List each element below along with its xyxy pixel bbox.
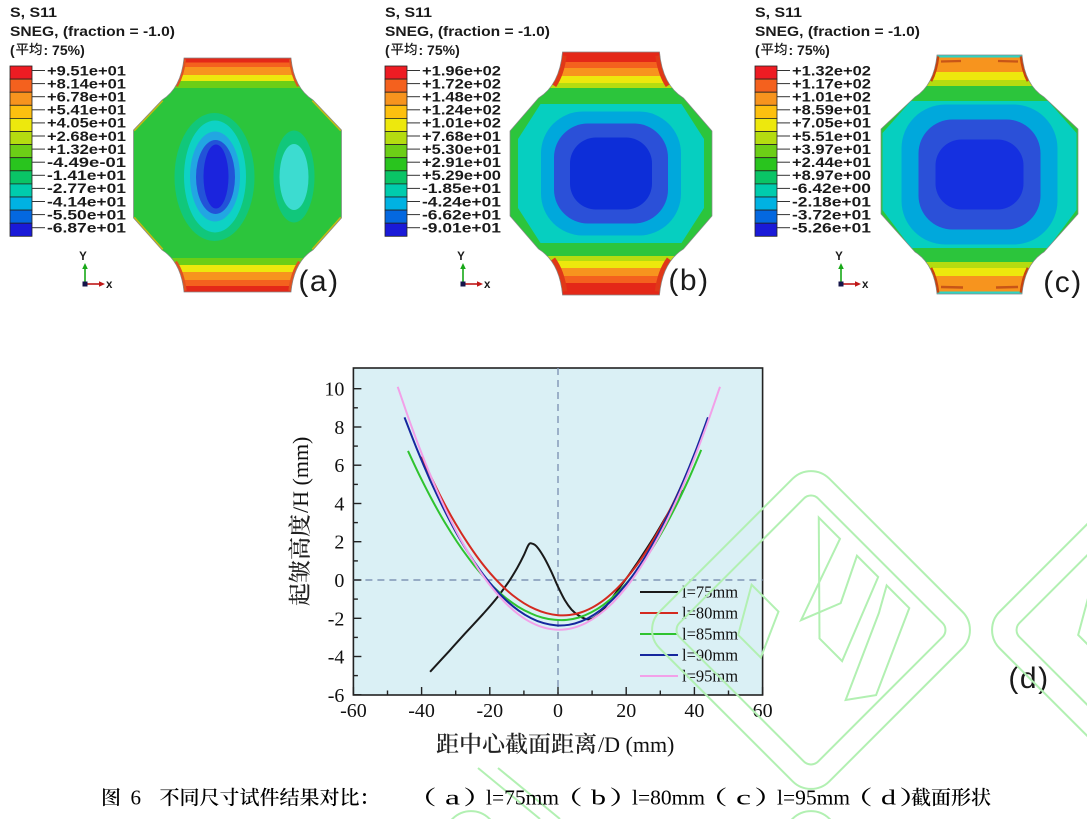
svg-text:-6.42e+00: -6.42e+00 bbox=[792, 181, 871, 196]
svg-text:+1.72e+02: +1.72e+02 bbox=[422, 76, 501, 91]
svg-text:SNEG, (fraction = -1.0): SNEG, (fraction = -1.0) bbox=[385, 23, 550, 39]
svg-text:+8.14e+01: +8.14e+01 bbox=[47, 76, 127, 91]
svg-text:20: 20 bbox=[616, 700, 636, 722]
svg-text:-9.01e+01: -9.01e+01 bbox=[422, 221, 502, 236]
svg-text:l=75mm: l=75mm bbox=[486, 786, 559, 810]
svg-text:l=95mm: l=95mm bbox=[682, 667, 738, 686]
svg-text:x: x bbox=[106, 279, 113, 291]
svg-text:0: 0 bbox=[553, 700, 563, 722]
svg-text:+4.05e+01: +4.05e+01 bbox=[47, 116, 127, 131]
svg-text:8: 8 bbox=[334, 417, 344, 439]
svg-text:+1.32e+02: +1.32e+02 bbox=[792, 63, 871, 78]
svg-text:l=80mm: l=80mm bbox=[682, 604, 738, 623]
svg-text:S, S11: S, S11 bbox=[10, 4, 57, 20]
svg-text:(c): (c) bbox=[1043, 266, 1082, 299]
svg-text:4: 4 bbox=[334, 493, 344, 515]
svg-text:+5.30e+01: +5.30e+01 bbox=[422, 142, 502, 157]
svg-text:-2.18e+01: -2.18e+01 bbox=[792, 194, 872, 209]
svg-text:-6: -6 bbox=[328, 685, 345, 707]
svg-text:+6.78e+01: +6.78e+01 bbox=[47, 90, 127, 105]
svg-text:/H (mm): /H (mm) bbox=[288, 437, 313, 513]
svg-text:+9.51e+01: +9.51e+01 bbox=[47, 63, 127, 78]
svg-text:: 75%): : 75%) bbox=[44, 42, 85, 58]
svg-text:-1.85e+01: -1.85e+01 bbox=[422, 181, 502, 196]
svg-text:(: ( bbox=[10, 42, 15, 58]
svg-text:+5.29e+00: +5.29e+00 bbox=[422, 168, 501, 183]
svg-text:S, S11: S, S11 bbox=[755, 4, 802, 20]
svg-text:SNEG, (fraction = -1.0): SNEG, (fraction = -1.0) bbox=[755, 23, 920, 39]
svg-text:-4.14e+01: -4.14e+01 bbox=[47, 194, 127, 209]
svg-text:-5.50e+01: -5.50e+01 bbox=[47, 207, 127, 222]
svg-text:-40: -40 bbox=[408, 700, 435, 722]
svg-text:+8.97e+00: +8.97e+00 bbox=[792, 168, 871, 183]
svg-text:d: d bbox=[881, 786, 897, 810]
svg-text:-4.49e-01: -4.49e-01 bbox=[47, 155, 127, 170]
svg-text:+1.32e+01: +1.32e+01 bbox=[47, 142, 127, 157]
svg-text:(a): (a) bbox=[298, 265, 339, 298]
svg-text:6: 6 bbox=[131, 786, 142, 810]
svg-text:Y: Y bbox=[457, 251, 465, 263]
svg-text:6: 6 bbox=[334, 455, 344, 477]
svg-text:-6.87e+01: -6.87e+01 bbox=[47, 221, 127, 236]
svg-text:-2: -2 bbox=[328, 608, 345, 630]
svg-text:10: 10 bbox=[324, 379, 344, 401]
svg-text:+3.97e+01: +3.97e+01 bbox=[792, 142, 872, 157]
svg-text:-5.26e+01: -5.26e+01 bbox=[792, 221, 872, 236]
svg-text:+2.91e+01: +2.91e+01 bbox=[422, 155, 502, 170]
svg-text:-1.41e+01: -1.41e+01 bbox=[47, 168, 127, 183]
svg-text:+1.48e+02: +1.48e+02 bbox=[422, 90, 501, 105]
svg-text:Y: Y bbox=[79, 251, 87, 263]
svg-text:(b): (b) bbox=[668, 264, 709, 297]
svg-text:+7.68e+01: +7.68e+01 bbox=[422, 129, 502, 144]
svg-text:l=95mm: l=95mm bbox=[777, 786, 850, 810]
svg-text:+5.41e+01: +5.41e+01 bbox=[47, 103, 127, 118]
svg-text:+2.44e+01: +2.44e+01 bbox=[792, 155, 872, 170]
svg-text:Y: Y bbox=[835, 251, 843, 263]
svg-text:-6.62e+01: -6.62e+01 bbox=[422, 207, 502, 222]
svg-text:-2.77e+01: -2.77e+01 bbox=[47, 181, 127, 196]
svg-text:-4.24e+01: -4.24e+01 bbox=[422, 194, 502, 209]
svg-text:+1.17e+02: +1.17e+02 bbox=[792, 76, 871, 91]
svg-text:+7.05e+01: +7.05e+01 bbox=[792, 116, 872, 131]
svg-text:+1.96e+02: +1.96e+02 bbox=[422, 63, 501, 78]
svg-text:SNEG, (fraction = -1.0): SNEG, (fraction = -1.0) bbox=[10, 23, 175, 39]
svg-text:2: 2 bbox=[334, 532, 344, 554]
svg-text:a: a bbox=[445, 786, 461, 810]
svg-text:-4: -4 bbox=[328, 647, 345, 669]
svg-text:b: b bbox=[591, 786, 606, 810]
svg-text:+1.01e+02: +1.01e+02 bbox=[792, 90, 871, 105]
svg-text:l=90mm: l=90mm bbox=[682, 646, 738, 665]
svg-text:S, S11: S, S11 bbox=[385, 4, 432, 20]
svg-text:x: x bbox=[862, 279, 869, 291]
svg-text:/D (mm): /D (mm) bbox=[598, 732, 674, 757]
svg-text:: 75%): : 75%) bbox=[419, 42, 460, 58]
svg-text:l=80mm: l=80mm bbox=[632, 786, 705, 810]
svg-text:: 75%): : 75%) bbox=[789, 42, 830, 58]
svg-text:40: 40 bbox=[684, 700, 704, 722]
svg-text:+8.59e+01: +8.59e+01 bbox=[792, 103, 872, 118]
svg-text:(: ( bbox=[385, 42, 390, 58]
svg-text:x: x bbox=[484, 279, 491, 291]
svg-text:-60: -60 bbox=[340, 700, 367, 722]
svg-text:c: c bbox=[736, 786, 751, 810]
svg-text:(: ( bbox=[755, 42, 760, 58]
svg-text:60: 60 bbox=[753, 700, 773, 722]
svg-text:+1.01e+02: +1.01e+02 bbox=[422, 116, 501, 131]
svg-text:-3.72e+01: -3.72e+01 bbox=[792, 207, 872, 222]
svg-text:+2.68e+01: +2.68e+01 bbox=[47, 129, 127, 144]
svg-text:l=85mm: l=85mm bbox=[682, 625, 738, 644]
svg-text:+5.51e+01: +5.51e+01 bbox=[792, 129, 872, 144]
svg-text:+1.24e+02: +1.24e+02 bbox=[422, 103, 501, 118]
svg-text:0: 0 bbox=[334, 570, 344, 592]
svg-text:-20: -20 bbox=[476, 700, 503, 722]
